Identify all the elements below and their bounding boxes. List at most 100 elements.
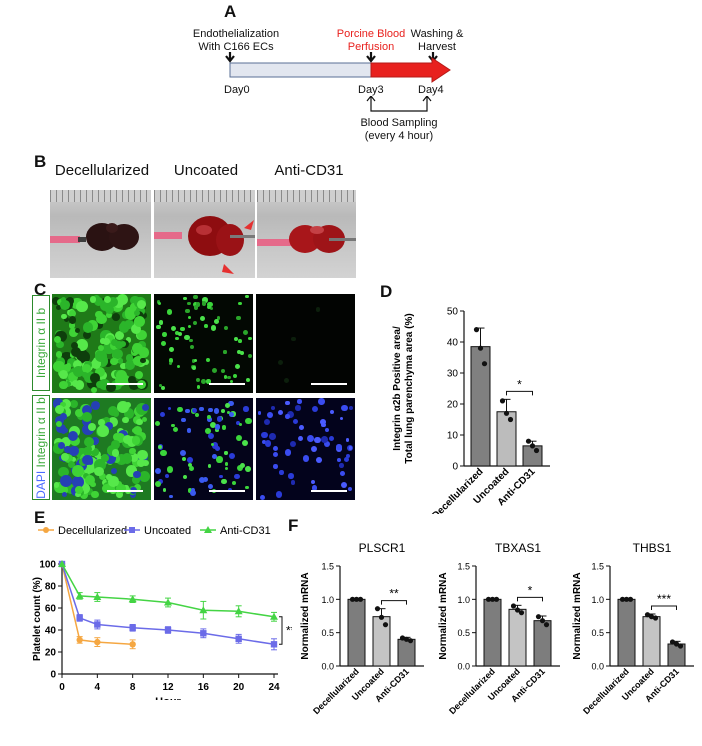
cell-dot — [214, 424, 221, 431]
cell-dot — [110, 339, 118, 347]
cell-dot — [129, 448, 136, 455]
cell-dot — [106, 311, 113, 318]
x-tick-label: Decellularized — [430, 466, 485, 514]
cell-dot — [339, 416, 344, 421]
cell-dot — [130, 323, 141, 335]
data-point — [499, 398, 506, 404]
cell-dot — [96, 313, 108, 325]
y-tick-label: 0.0 — [591, 662, 604, 672]
cell-dot — [236, 421, 241, 426]
cell-dot — [212, 442, 219, 449]
cell-dot — [124, 319, 134, 330]
day0-label: Day0 — [224, 84, 250, 96]
cell-dot — [101, 453, 110, 462]
cell-dot — [297, 435, 303, 441]
lung-photo-anti-cd31 — [257, 190, 356, 278]
cell-dot — [68, 316, 77, 324]
lung-photo-uncoated — [154, 190, 255, 278]
cell-dot — [182, 457, 187, 462]
data-point — [270, 641, 278, 648]
data-point — [234, 607, 243, 615]
cell-dot — [224, 403, 230, 409]
cell-dot — [180, 326, 185, 332]
cell-dot — [189, 345, 194, 350]
cell-dot — [310, 446, 317, 453]
cell-dot — [184, 408, 190, 414]
day4-label: Day4 — [418, 84, 444, 96]
row2-dapi-label: DAPI — [34, 470, 48, 499]
significance-bracket — [381, 600, 407, 605]
cell-dot — [94, 466, 104, 477]
cell-dot — [229, 452, 236, 459]
cell-dot — [316, 456, 323, 463]
cell-dot — [156, 324, 161, 330]
cell-dot — [245, 466, 251, 472]
cell-dot — [299, 425, 305, 431]
cell-dot — [84, 474, 96, 486]
cell-dot — [261, 431, 268, 439]
data-point — [374, 606, 381, 612]
data-point — [539, 618, 546, 624]
cell-dot — [176, 364, 181, 369]
y-axis-label: Platelet count (%) — [32, 577, 43, 661]
data-point — [164, 598, 172, 606]
cell-dot — [63, 352, 72, 361]
cell-dot — [130, 303, 138, 311]
y-axis-label: Total lung parenchyma area (%) — [404, 313, 415, 463]
cell-dot — [187, 324, 192, 329]
cell-dot — [124, 363, 131, 369]
cell-dot — [340, 471, 346, 476]
cell-dot — [212, 454, 218, 459]
cell-dot — [106, 382, 116, 393]
cell-dot — [348, 445, 353, 450]
cell-dot — [321, 436, 328, 444]
cell-dot — [89, 373, 100, 383]
cell-dot — [245, 485, 250, 490]
cell-dot — [134, 315, 146, 328]
cell-dot — [54, 481, 67, 494]
cell-dot — [224, 466, 229, 471]
cell-dot — [57, 466, 69, 478]
cell-dot — [98, 419, 105, 426]
data-point — [382, 622, 389, 628]
cell-dot — [105, 422, 114, 431]
cell-dot — [86, 487, 94, 495]
cell-dot — [71, 379, 80, 387]
cell-dot — [207, 417, 212, 422]
down-arrow-icon — [225, 52, 235, 63]
cell-dot — [96, 380, 104, 389]
chart-title: PLSCR1 — [359, 541, 406, 555]
cell-dot — [94, 366, 105, 378]
cell-dot — [200, 315, 206, 321]
cell-dot — [72, 476, 84, 488]
data-point — [94, 621, 101, 628]
cell-dot — [285, 400, 290, 405]
cell-dot — [273, 451, 279, 457]
cell-dot — [81, 454, 93, 466]
cell-dot — [167, 406, 172, 411]
cell-dot — [223, 350, 227, 354]
cell-dot — [120, 341, 126, 347]
cell-dot — [214, 319, 220, 325]
cell-dot — [243, 405, 249, 412]
cell-dot — [194, 412, 200, 418]
cell-dot — [168, 361, 172, 365]
data-point — [94, 638, 101, 646]
cell-dot — [55, 421, 63, 428]
cell-dot — [67, 357, 77, 367]
cell-dot — [61, 313, 67, 320]
cell-dot — [90, 386, 97, 393]
cell-dot — [336, 444, 342, 450]
cell-dot — [277, 360, 283, 366]
cell-dot — [336, 458, 341, 462]
cell-dot — [168, 357, 174, 363]
cell-dot — [56, 304, 62, 310]
cell-dot — [214, 446, 220, 452]
cell-dot — [192, 320, 198, 326]
cell-dot — [181, 417, 186, 423]
cell-dot — [52, 297, 60, 305]
data-point — [677, 643, 684, 649]
cell-dot — [211, 367, 218, 374]
cell-dot — [329, 409, 335, 414]
cell-dot — [213, 408, 220, 414]
